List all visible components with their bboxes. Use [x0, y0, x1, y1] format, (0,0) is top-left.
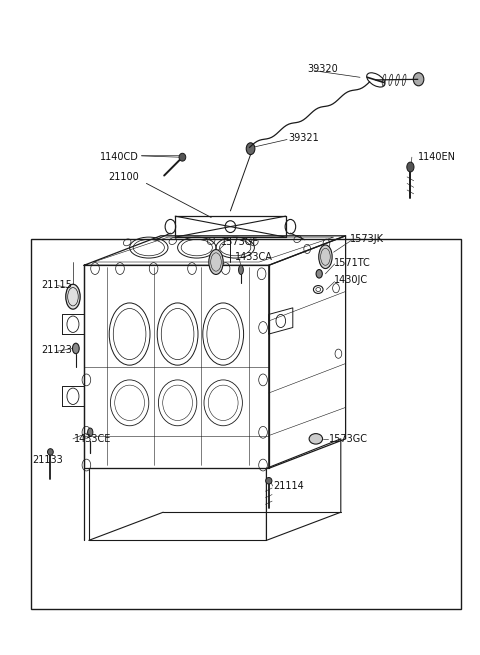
- Text: 21133: 21133: [33, 455, 63, 465]
- Ellipse shape: [209, 250, 223, 274]
- Text: 1140CD: 1140CD: [100, 152, 139, 162]
- Text: 1433CE: 1433CE: [74, 434, 112, 444]
- Text: 1433CA: 1433CA: [235, 252, 273, 262]
- Ellipse shape: [66, 284, 80, 309]
- Text: 21115: 21115: [41, 280, 72, 290]
- Text: 21123: 21123: [41, 345, 72, 356]
- Ellipse shape: [246, 143, 255, 155]
- Ellipse shape: [316, 270, 323, 278]
- Text: 1573GC: 1573GC: [329, 434, 368, 444]
- Ellipse shape: [72, 343, 79, 354]
- Text: 1571TC: 1571TC: [334, 258, 371, 269]
- Text: 1573JK: 1573JK: [350, 234, 384, 244]
- Text: 1140EN: 1140EN: [418, 152, 456, 162]
- Text: 39320: 39320: [307, 64, 338, 74]
- Ellipse shape: [239, 265, 243, 274]
- Ellipse shape: [319, 245, 332, 269]
- Ellipse shape: [48, 449, 53, 455]
- Text: 21114: 21114: [274, 481, 304, 491]
- Bar: [31, 239, 461, 609]
- Ellipse shape: [407, 162, 414, 172]
- Ellipse shape: [309, 434, 323, 444]
- Ellipse shape: [87, 428, 93, 436]
- Ellipse shape: [413, 73, 424, 86]
- Text: 21100: 21100: [108, 172, 139, 182]
- Text: 1573GF: 1573GF: [221, 237, 259, 248]
- Text: 39321: 39321: [288, 132, 319, 143]
- Ellipse shape: [266, 477, 272, 484]
- Ellipse shape: [179, 153, 186, 161]
- Text: 1430JC: 1430JC: [334, 275, 368, 286]
